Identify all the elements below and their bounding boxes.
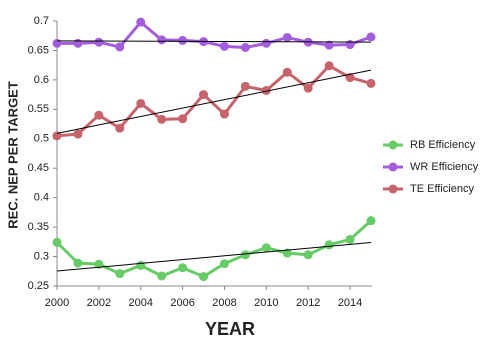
x-tick-label: 2000 — [45, 297, 69, 309]
data-point — [261, 85, 271, 95]
legend-label: WR Efficiency — [410, 161, 479, 173]
data-point — [324, 40, 334, 50]
data-point — [261, 38, 271, 48]
data-point — [94, 37, 104, 47]
data-point — [282, 32, 292, 42]
data-point — [345, 73, 355, 83]
y-tick-label: 0.4 — [34, 192, 49, 204]
data-point — [115, 123, 125, 133]
data-point — [136, 98, 146, 108]
y-tick-label: 0.25 — [28, 280, 49, 292]
data-point — [345, 40, 355, 50]
x-tick-label: 2012 — [296, 297, 320, 309]
data-point — [240, 81, 250, 91]
x-tick-label: 2008 — [212, 297, 236, 309]
data-point — [178, 35, 188, 45]
data-point — [178, 263, 188, 273]
x-axis-title: YEAR — [205, 319, 255, 339]
data-point — [73, 258, 83, 268]
legend-marker — [388, 140, 398, 150]
data-point — [282, 67, 292, 77]
data-point — [157, 271, 167, 281]
data-point — [52, 237, 62, 247]
data-point — [94, 259, 104, 269]
data-point — [178, 114, 188, 124]
legend-marker — [388, 162, 398, 172]
data-point — [157, 35, 167, 45]
x-tick-label: 2014 — [338, 297, 362, 309]
data-point — [52, 38, 62, 48]
data-point — [136, 17, 146, 27]
data-point — [115, 269, 125, 279]
series-line — [56, 63, 372, 138]
series-line — [55, 219, 373, 279]
data-point — [219, 41, 229, 51]
x-tick-label: 2006 — [170, 297, 194, 309]
y-tick-label: 0.45 — [28, 162, 49, 174]
y-tick-label: 0.65 — [28, 44, 49, 56]
data-point — [136, 260, 146, 270]
data-point — [366, 216, 376, 226]
y-tick-label: 0.35 — [28, 221, 49, 233]
data-point — [157, 114, 167, 124]
data-point — [94, 110, 104, 120]
data-point — [73, 129, 83, 139]
data-point — [261, 243, 271, 253]
data-point — [366, 32, 376, 42]
data-point — [115, 42, 125, 52]
trendline — [56, 241, 372, 272]
y-axis-title: REC. NEP PER TARGET — [5, 81, 20, 229]
data-point — [366, 78, 376, 88]
y-tick-label: 0.55 — [28, 103, 49, 115]
data-point — [324, 240, 334, 250]
y-tick-label: 0.6 — [34, 74, 49, 86]
data-point — [303, 250, 313, 260]
data-point — [240, 250, 250, 260]
x-tick-label: 2004 — [128, 297, 152, 309]
data-point — [199, 90, 209, 100]
x-tick-label: 2002 — [87, 297, 111, 309]
y-tick-label: 0.7 — [34, 15, 49, 27]
data-point — [303, 83, 313, 93]
legend-marker — [388, 184, 398, 194]
legend-label: TE Efficiency — [410, 183, 474, 195]
legend-label: RB Efficiency — [410, 139, 476, 151]
y-tick-label: 0.5 — [34, 133, 49, 145]
data-point — [345, 234, 355, 244]
data-point — [240, 43, 250, 52]
data-point — [199, 272, 209, 282]
series-line — [57, 20, 372, 50]
data-point — [219, 109, 229, 119]
data-point — [219, 259, 229, 269]
data-point — [324, 61, 334, 71]
trendline — [56, 69, 372, 134]
trendline — [56, 40, 372, 43]
data-point — [52, 131, 62, 141]
x-tick-label: 2010 — [254, 297, 278, 309]
y-tick-label: 0.3 — [34, 250, 49, 262]
data-point — [73, 38, 83, 48]
